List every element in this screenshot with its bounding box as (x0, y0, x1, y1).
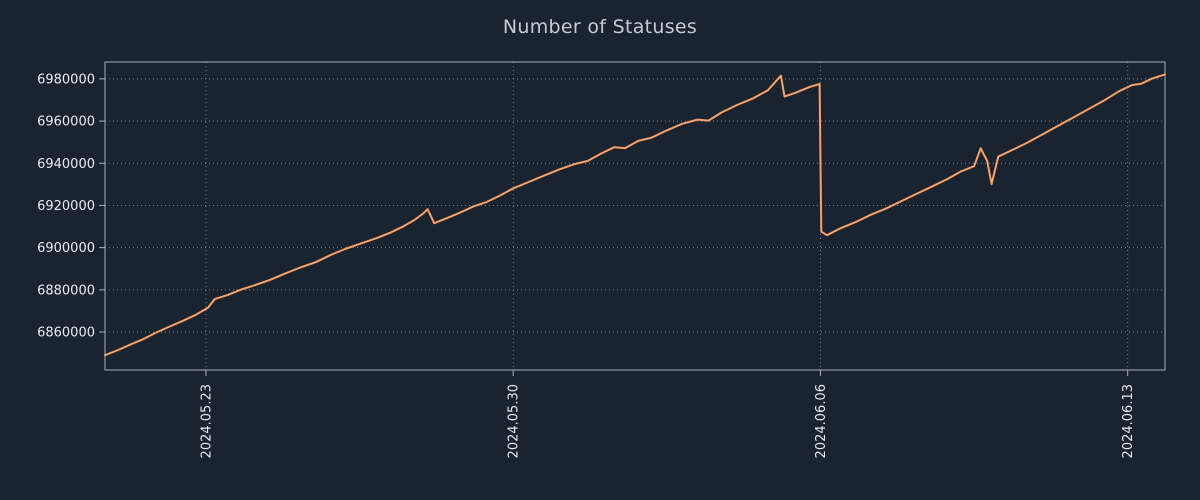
series-line-statuses (104, 73, 1166, 357)
x-tick-label: 2024.05.30 (507, 384, 522, 458)
x-tick-label: 2024.05.23 (199, 384, 214, 458)
y-tick-label: 6900000 (37, 241, 95, 256)
y-tick-label: 6940000 (37, 157, 95, 172)
y-tick-label: 6920000 (37, 199, 95, 214)
y-tick-label: 6860000 (37, 326, 95, 341)
x-tick-label: 2024.06.06 (814, 384, 829, 458)
y-tick-label: 6960000 (37, 115, 95, 130)
y-tick-label: 6880000 (37, 283, 95, 298)
chart-title: Number of Statuses (502, 16, 698, 38)
x-tick-label: 2024.06.13 (1121, 384, 1136, 458)
y-tick-label: 6980000 (37, 72, 95, 87)
plot-frame (104, 61, 1166, 371)
